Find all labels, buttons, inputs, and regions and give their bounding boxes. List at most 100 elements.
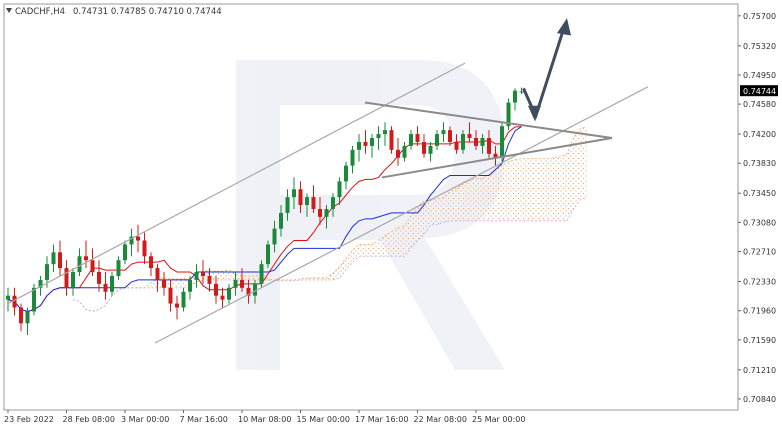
candle-body [487,138,491,154]
candle-body [12,295,17,308]
candle-body [448,130,452,142]
candle-body [259,264,264,284]
candle-body [181,291,186,308]
candle-body [188,279,192,292]
candle-body [45,264,49,280]
senkou-b-line [72,197,587,312]
candle-body [201,272,205,276]
y-tick-label: 0.71590 [743,336,776,345]
watermark-logo [236,60,505,370]
candle-body [500,126,504,158]
candle-body [110,275,114,292]
channel-upper-line [7,62,466,305]
candle-body [246,287,251,296]
plot-frame [3,3,739,411]
candle-body [441,130,446,135]
candle-body [149,256,153,269]
candle-body [435,134,439,146]
x-tick-label: 17 Mar 16:00 [355,415,408,424]
x-axis: 23 Feb 2022 28 Feb 08:00 3 Mar 00:00 7 Mar … [4,410,525,424]
candle-body [136,236,140,241]
x-tick-label: 23 Feb 2022 [4,415,54,424]
candle-body [337,181,342,198]
candle-body [58,252,62,269]
candle-body [350,149,355,166]
triangle-upper-line [364,101,613,140]
x-tick-label: 3 Mar 00:00 [121,415,169,424]
y-tick-label: 0.72710 [743,248,776,257]
kijun-line [7,126,522,312]
candle-body [357,141,361,150]
candle-body [51,252,56,265]
candle-body [240,279,244,288]
candle-body [194,272,199,280]
x-tick-label: 10 Mar 08:00 [238,415,291,424]
candle-body [363,141,368,146]
candle-body [19,307,23,324]
candle-body [285,197,290,213]
candle-body [331,197,335,209]
candle-body [428,145,433,154]
candle-body [279,212,283,229]
candle-body [90,260,95,273]
candle-body [344,165,348,182]
candle-body [415,134,420,142]
candle-body [383,130,387,135]
header-symbol: CADCHF,H4 [15,7,65,17]
candle-body [207,275,212,284]
candle-body [214,283,218,296]
y-tick-label: 0.74950 [743,71,776,80]
candle-body [318,208,322,217]
y-tick-label: 0.70840 [743,395,776,404]
header-triangle-icon [6,8,12,13]
trendline-drawings [7,18,649,344]
candle-body [272,228,277,245]
candle-body [292,189,296,198]
candle-body [162,279,166,288]
candle-body [97,272,101,284]
x-tick-label: 15 Mar 00:00 [297,415,350,424]
candle-body [71,272,75,288]
y-tick-label: 0.71960 [743,307,776,316]
candle-body [142,240,147,257]
candle-body [305,197,309,206]
triangle-lower-line [381,137,613,179]
chart-header: CADCHF,H4 0.74731 0.74785 0.74710 0.7474… [6,7,222,17]
candle-body [409,134,413,146]
x-tick-label: 25 Mar 00:00 [472,415,525,424]
candle-body [175,303,179,308]
x-tick-label: 7 Mar 16:00 [180,415,228,424]
candle-body [64,268,69,288]
senkou-a-line [72,126,587,312]
y-tick-label: 0.73080 [743,218,776,227]
y-tick-label: 0.75700 [743,12,776,21]
candle-body [311,197,316,209]
candle-body [454,141,459,150]
candle-body [480,138,485,146]
y-tick-label: 0.71210 [743,366,776,375]
y-tick-label: 0.75320 [743,42,776,51]
forecast-arrow-up [533,27,566,119]
arrowhead-up-icon [557,18,571,36]
candle-body [155,268,160,280]
candle-body [227,287,231,300]
candle-body [298,189,303,206]
candle-body [77,256,82,273]
candle-body [402,145,407,158]
candle-body [168,287,173,304]
candle-body [266,244,270,265]
candle-body [103,283,108,292]
candle-body [467,134,472,139]
candle-body [422,141,426,154]
y-tick-label: 0.73450 [743,189,776,198]
candle-body [129,236,134,245]
candle-body [389,130,394,150]
candle-body [123,244,127,261]
candles [6,87,524,336]
y-tick-label: 0.74200 [743,130,776,139]
candle-body [370,138,374,146]
candle-body [474,138,478,146]
candle-body [253,283,257,296]
